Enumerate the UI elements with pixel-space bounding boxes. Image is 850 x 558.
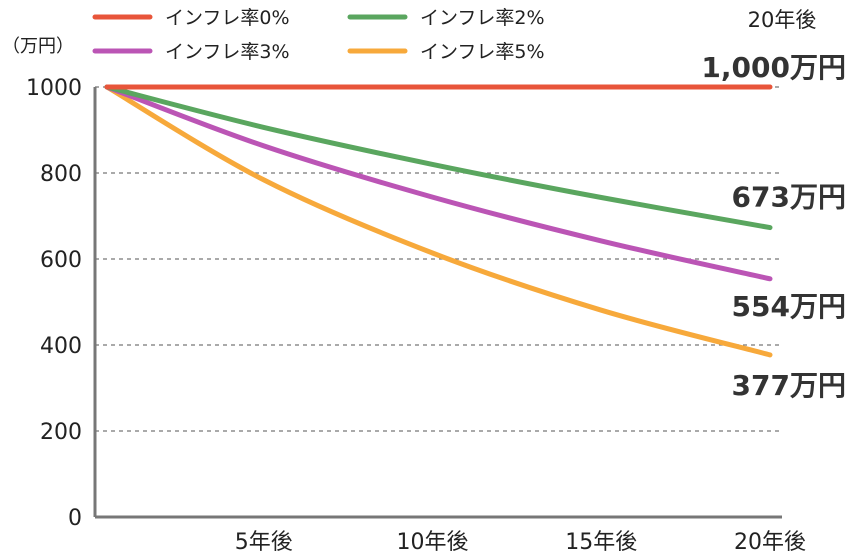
y-tick-label-600: 600 bbox=[40, 248, 82, 273]
end-value-label-0: 1,000万円 bbox=[701, 51, 846, 84]
legend-label-3: インフレ率5% bbox=[420, 41, 545, 63]
y-tick-label-800: 800 bbox=[40, 162, 82, 187]
y-tick-label-400: 400 bbox=[40, 334, 82, 359]
series-lines bbox=[104, 84, 773, 358]
x-tick-label-15: 15年後 bbox=[565, 530, 637, 555]
end-value-label-1: 673万円 bbox=[732, 181, 846, 214]
legend-label-2: インフレ率3% bbox=[165, 41, 290, 63]
series-line-1 bbox=[104, 84, 773, 231]
corner-label-20-years: 20年後 bbox=[748, 8, 817, 32]
series-line-3 bbox=[104, 84, 773, 358]
y-unit-label: （万円） bbox=[2, 36, 74, 57]
end-value-label-2: 554万円 bbox=[732, 290, 846, 323]
y-tick-label-200: 200 bbox=[40, 420, 82, 445]
legend: インフレ率0% インフレ率2% インフレ率3% インフレ率5% bbox=[92, 7, 545, 63]
series-line-2 bbox=[104, 84, 773, 282]
labels: （万円） 20年後 1,000万円 673万円 554万円 377万円 bbox=[2, 8, 846, 402]
x-tick-label-5: 5年後 bbox=[235, 530, 293, 555]
end-value-label-3: 377万円 bbox=[732, 369, 846, 402]
y-tick-label-1000: 1000 bbox=[26, 76, 82, 101]
legend-label-1: インフレ率2% bbox=[420, 7, 545, 29]
y-tick-label-0: 0 bbox=[68, 506, 82, 531]
axes: 0 200 400 600 800 1000 5年後 10年後 15年後 20年後 bbox=[26, 76, 806, 555]
x-tick-label-10: 10年後 bbox=[397, 530, 469, 555]
legend-label-0: インフレ率0% bbox=[165, 7, 290, 29]
x-tick-label-20: 20年後 bbox=[734, 530, 806, 555]
